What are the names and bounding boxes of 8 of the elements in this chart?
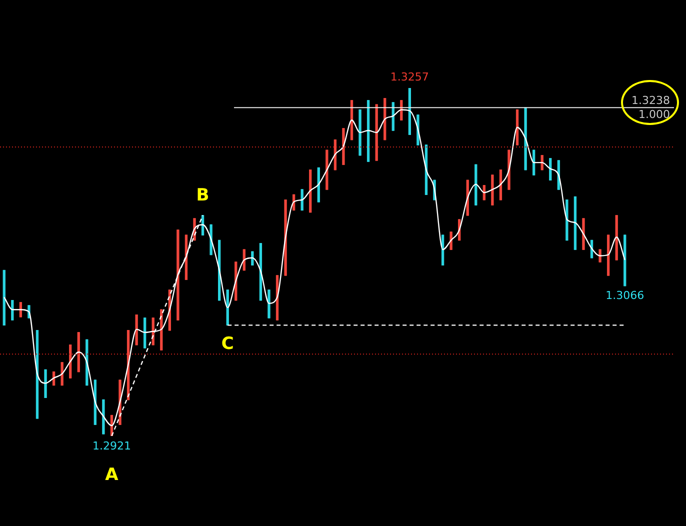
annotation: C [221,334,234,354]
text: 1.000 [638,108,670,122]
annotation: 1.3066 [606,289,644,302]
annotation: A [105,464,120,485]
annotation: 1.3257 [390,70,429,84]
annotation: 1.2921 [92,439,131,452]
annotation: B [196,185,210,206]
ref-line-label: 1.3238 [632,94,670,108]
